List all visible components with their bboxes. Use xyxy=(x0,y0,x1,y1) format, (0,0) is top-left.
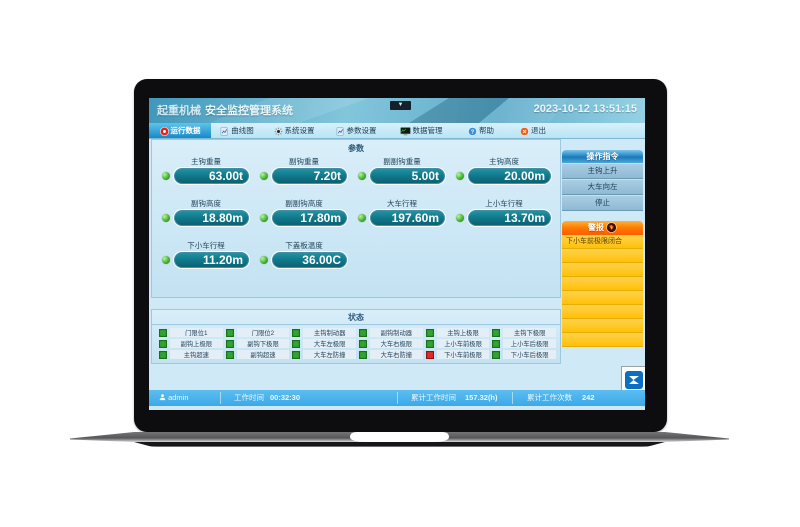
svg-text:✕: ✕ xyxy=(522,129,527,135)
svg-text:?: ? xyxy=(471,129,474,135)
